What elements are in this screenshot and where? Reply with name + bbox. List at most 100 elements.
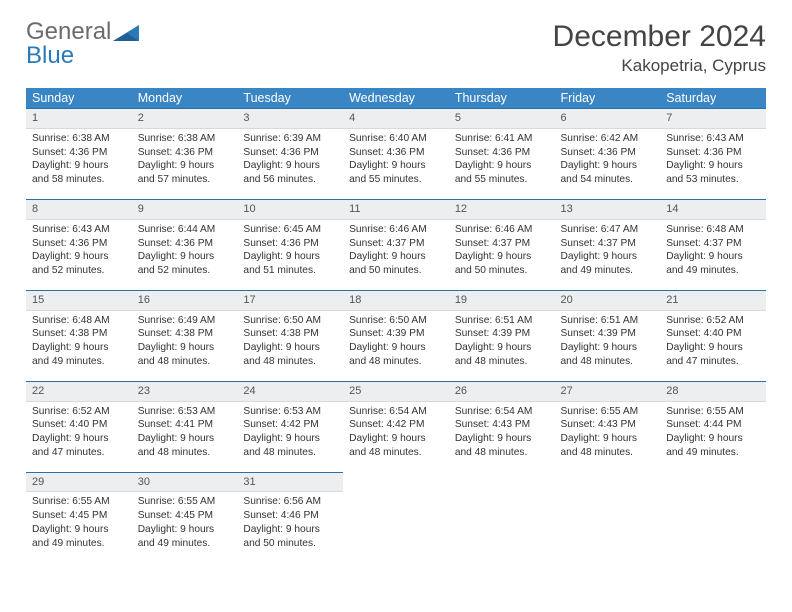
daylight-line: Daylight: 9 hours and 48 minutes. bbox=[138, 432, 232, 460]
sunset-line: Sunset: 4:45 PM bbox=[32, 509, 126, 523]
sunset-line: Sunset: 4:36 PM bbox=[32, 146, 126, 160]
header: General Blue December 2024 Kakopetria, C… bbox=[26, 20, 766, 76]
calendar-day-cell: 21Sunrise: 6:52 AMSunset: 4:40 PMDayligh… bbox=[660, 290, 766, 373]
sunrise-line: Sunrise: 6:44 AM bbox=[138, 223, 232, 237]
daylight-line: Daylight: 9 hours and 47 minutes. bbox=[32, 432, 126, 460]
day-body: Sunrise: 6:48 AMSunset: 4:38 PMDaylight:… bbox=[26, 311, 132, 373]
daylight-line: Daylight: 9 hours and 50 minutes. bbox=[455, 250, 549, 278]
week-spacer bbox=[26, 464, 766, 472]
sunrise-line: Sunrise: 6:38 AM bbox=[138, 132, 232, 146]
day-body: Sunrise: 6:41 AMSunset: 4:36 PMDaylight:… bbox=[449, 129, 555, 191]
calendar-day-cell bbox=[660, 472, 766, 555]
sunrise-line: Sunrise: 6:52 AM bbox=[666, 314, 760, 328]
calendar-day-cell: 4Sunrise: 6:40 AMSunset: 4:36 PMDaylight… bbox=[343, 108, 449, 191]
day-number: 24 bbox=[237, 381, 343, 402]
sunset-line: Sunset: 4:44 PM bbox=[666, 418, 760, 432]
day-number: 8 bbox=[26, 199, 132, 220]
day-number: 2 bbox=[132, 108, 238, 129]
sunset-line: Sunset: 4:37 PM bbox=[455, 237, 549, 251]
sunrise-line: Sunrise: 6:49 AM bbox=[138, 314, 232, 328]
sunrise-line: Sunrise: 6:38 AM bbox=[32, 132, 126, 146]
day-number: 13 bbox=[555, 199, 661, 220]
daylight-line: Daylight: 9 hours and 50 minutes. bbox=[243, 523, 337, 551]
location: Kakopetria, Cyprus bbox=[553, 56, 766, 76]
logo-triangle-icon bbox=[113, 23, 143, 45]
sunrise-line: Sunrise: 6:45 AM bbox=[243, 223, 337, 237]
daylight-line: Daylight: 9 hours and 49 minutes. bbox=[666, 432, 760, 460]
week-spacer bbox=[26, 373, 766, 381]
day-number: 21 bbox=[660, 290, 766, 311]
daylight-line: Daylight: 9 hours and 48 minutes. bbox=[455, 432, 549, 460]
month-title: December 2024 bbox=[553, 20, 766, 54]
day-body: Sunrise: 6:50 AMSunset: 4:39 PMDaylight:… bbox=[343, 311, 449, 373]
sunrise-line: Sunrise: 6:46 AM bbox=[455, 223, 549, 237]
day-number: 30 bbox=[132, 472, 238, 493]
calendar-day-cell bbox=[449, 472, 555, 555]
logo-text: General Blue bbox=[26, 20, 111, 68]
day-body: Sunrise: 6:50 AMSunset: 4:38 PMDaylight:… bbox=[237, 311, 343, 373]
day-body: Sunrise: 6:53 AMSunset: 4:41 PMDaylight:… bbox=[132, 402, 238, 464]
weekday-header: Thursday bbox=[449, 88, 555, 108]
day-body: Sunrise: 6:46 AMSunset: 4:37 PMDaylight:… bbox=[449, 220, 555, 282]
sunset-line: Sunset: 4:36 PM bbox=[32, 237, 126, 251]
sunset-line: Sunset: 4:40 PM bbox=[666, 327, 760, 341]
day-number: 31 bbox=[237, 472, 343, 493]
calendar-day-cell: 19Sunrise: 6:51 AMSunset: 4:39 PMDayligh… bbox=[449, 290, 555, 373]
sunset-line: Sunset: 4:43 PM bbox=[561, 418, 655, 432]
day-number: 27 bbox=[555, 381, 661, 402]
calendar-day-cell: 15Sunrise: 6:48 AMSunset: 4:38 PMDayligh… bbox=[26, 290, 132, 373]
calendar-day-cell: 23Sunrise: 6:53 AMSunset: 4:41 PMDayligh… bbox=[132, 381, 238, 464]
day-number: 12 bbox=[449, 199, 555, 220]
calendar-day-cell: 14Sunrise: 6:48 AMSunset: 4:37 PMDayligh… bbox=[660, 199, 766, 282]
sunrise-line: Sunrise: 6:43 AM bbox=[32, 223, 126, 237]
daylight-line: Daylight: 9 hours and 49 minutes. bbox=[32, 523, 126, 551]
day-body: Sunrise: 6:55 AMSunset: 4:45 PMDaylight:… bbox=[132, 492, 238, 554]
sunrise-line: Sunrise: 6:55 AM bbox=[666, 405, 760, 419]
daylight-line: Daylight: 9 hours and 58 minutes. bbox=[32, 159, 126, 187]
daylight-line: Daylight: 9 hours and 55 minutes. bbox=[455, 159, 549, 187]
day-body: Sunrise: 6:38 AMSunset: 4:36 PMDaylight:… bbox=[26, 129, 132, 191]
day-number: 7 bbox=[660, 108, 766, 129]
calendar-day-cell: 13Sunrise: 6:47 AMSunset: 4:37 PMDayligh… bbox=[555, 199, 661, 282]
sunset-line: Sunset: 4:36 PM bbox=[561, 146, 655, 160]
sunset-line: Sunset: 4:36 PM bbox=[138, 146, 232, 160]
calendar-day-cell: 12Sunrise: 6:46 AMSunset: 4:37 PMDayligh… bbox=[449, 199, 555, 282]
sunrise-line: Sunrise: 6:39 AM bbox=[243, 132, 337, 146]
day-number: 22 bbox=[26, 381, 132, 402]
calendar-day-cell: 3Sunrise: 6:39 AMSunset: 4:36 PMDaylight… bbox=[237, 108, 343, 191]
sunrise-line: Sunrise: 6:54 AM bbox=[349, 405, 443, 419]
sunrise-line: Sunrise: 6:40 AM bbox=[349, 132, 443, 146]
calendar-day-cell: 27Sunrise: 6:55 AMSunset: 4:43 PMDayligh… bbox=[555, 381, 661, 464]
daylight-line: Daylight: 9 hours and 53 minutes. bbox=[666, 159, 760, 187]
daylight-line: Daylight: 9 hours and 48 minutes. bbox=[349, 341, 443, 369]
day-body: Sunrise: 6:56 AMSunset: 4:46 PMDaylight:… bbox=[237, 492, 343, 554]
calendar-day-cell: 20Sunrise: 6:51 AMSunset: 4:39 PMDayligh… bbox=[555, 290, 661, 373]
logo-line1: General bbox=[26, 20, 111, 44]
sunset-line: Sunset: 4:36 PM bbox=[349, 146, 443, 160]
day-body: Sunrise: 6:52 AMSunset: 4:40 PMDaylight:… bbox=[660, 311, 766, 373]
sunset-line: Sunset: 4:41 PM bbox=[138, 418, 232, 432]
calendar-day-cell: 5Sunrise: 6:41 AMSunset: 4:36 PMDaylight… bbox=[449, 108, 555, 191]
sunset-line: Sunset: 4:42 PM bbox=[243, 418, 337, 432]
calendar-day-cell bbox=[555, 472, 661, 555]
day-number: 16 bbox=[132, 290, 238, 311]
day-number: 9 bbox=[132, 199, 238, 220]
sunrise-line: Sunrise: 6:48 AM bbox=[666, 223, 760, 237]
weekday-header: Friday bbox=[555, 88, 661, 108]
day-number: 10 bbox=[237, 199, 343, 220]
sunrise-line: Sunrise: 6:42 AM bbox=[561, 132, 655, 146]
sunset-line: Sunset: 4:36 PM bbox=[243, 237, 337, 251]
daylight-line: Daylight: 9 hours and 48 minutes. bbox=[243, 341, 337, 369]
logo-line2: Blue bbox=[26, 44, 111, 68]
daylight-line: Daylight: 9 hours and 52 minutes. bbox=[138, 250, 232, 278]
calendar-day-cell: 24Sunrise: 6:53 AMSunset: 4:42 PMDayligh… bbox=[237, 381, 343, 464]
calendar-day-cell: 30Sunrise: 6:55 AMSunset: 4:45 PMDayligh… bbox=[132, 472, 238, 555]
sunset-line: Sunset: 4:42 PM bbox=[349, 418, 443, 432]
day-body: Sunrise: 6:55 AMSunset: 4:43 PMDaylight:… bbox=[555, 402, 661, 464]
sunrise-line: Sunrise: 6:46 AM bbox=[349, 223, 443, 237]
weekday-header: Sunday bbox=[26, 88, 132, 108]
sunrise-line: Sunrise: 6:43 AM bbox=[666, 132, 760, 146]
sunset-line: Sunset: 4:40 PM bbox=[32, 418, 126, 432]
day-body: Sunrise: 6:43 AMSunset: 4:36 PMDaylight:… bbox=[26, 220, 132, 282]
daylight-line: Daylight: 9 hours and 49 minutes. bbox=[666, 250, 760, 278]
